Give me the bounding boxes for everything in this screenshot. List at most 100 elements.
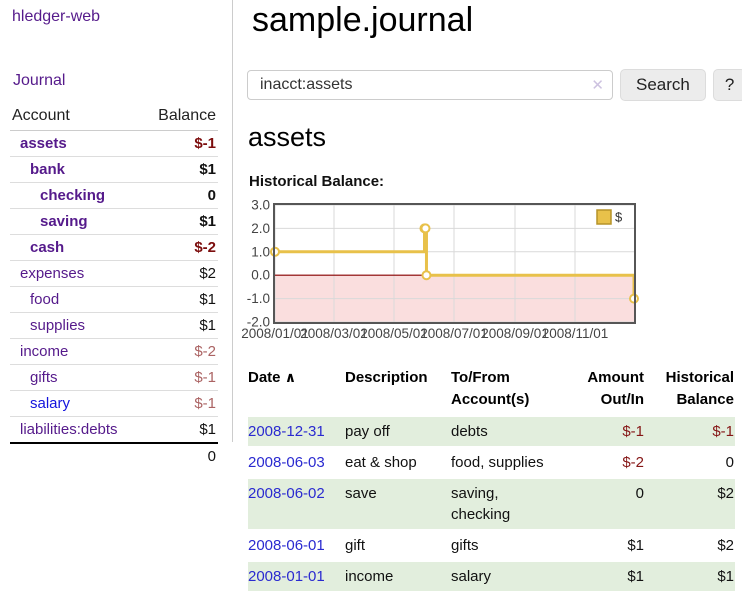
transaction-balance: $2 <box>717 536 734 554</box>
account-page-title: assets <box>248 122 327 152</box>
account-balance: $1 <box>142 286 218 313</box>
account-balance: $-1 <box>142 390 218 417</box>
transaction-description: eat & shop <box>345 453 417 471</box>
sidebar: hledger-web Journal Account Balance asse… <box>0 0 233 469</box>
sidebar-accounts-body: assets $-1 bank $1 checking 0 saving $1 … <box>10 130 218 444</box>
account-row: income $-2 <box>10 338 218 365</box>
account-balance: $1 <box>142 156 218 183</box>
account-link[interactable]: supplies <box>30 317 86 334</box>
app-title-link[interactable]: hledger-web <box>12 8 101 25</box>
account-balance: $-2 <box>142 234 218 261</box>
data-point-marker <box>420 223 431 234</box>
sort-ascending-icon: ∧ <box>284 369 297 385</box>
x-tick-label: 2008/11/01 <box>542 326 609 341</box>
transaction-row: 2008-06-03 eat & shop food, supplies $-2… <box>248 448 735 477</box>
y-tick-label: -1.0 <box>247 291 270 306</box>
account-link[interactable]: saving <box>40 213 88 230</box>
accounts-header-balance: Balance <box>142 104 218 131</box>
register-header-accounts: To/From Account(s) <box>451 369 530 408</box>
transaction-balance: $-1 <box>645 416 735 446</box>
x-tick-label: 2008/05/01 <box>360 326 428 341</box>
account-link[interactable]: income <box>20 343 69 360</box>
transaction-amount: $1 <box>627 536 644 554</box>
account-link[interactable]: food <box>30 291 60 308</box>
account-balance: $-2 <box>142 338 218 365</box>
account-link[interactable]: salary <box>30 395 71 412</box>
account-link[interactable]: liabilities:debts <box>20 421 118 438</box>
transaction-amount: $-1 <box>570 416 645 446</box>
accounts-balance-table: Account Balance assets $-1 bank $1 check… <box>10 104 218 469</box>
transaction-amount: $1 <box>570 561 645 591</box>
transaction-date-link[interactable]: 2008-06-01 <box>248 536 325 554</box>
transaction-accounts: saving, checking <box>451 478 570 529</box>
transaction-date-link[interactable]: 2008-01-01 <box>248 567 325 585</box>
transaction-accounts: food, supplies <box>451 453 544 471</box>
account-row: saving $1 <box>10 208 218 235</box>
register-header-description: Description <box>345 369 428 386</box>
account-row: food $1 <box>10 286 218 313</box>
search-row: ✕ Search ? <box>247 69 742 101</box>
accounts-total-row: 0 <box>10 442 218 469</box>
account-balance: $-1 <box>142 364 218 391</box>
register-header-balance: Historical Balance <box>665 369 734 408</box>
x-tick-label: 2008/07/01 <box>420 326 488 341</box>
clear-search-icon[interactable]: ✕ <box>591 77 604 94</box>
x-tick-label: 2008/03/01 <box>300 326 368 341</box>
transaction-description: save <box>345 478 451 529</box>
y-tick-label: 0.0 <box>251 268 270 283</box>
transaction-date-link[interactable]: 2008-06-03 <box>248 453 325 471</box>
data-point-marker <box>421 270 432 281</box>
transaction-accounts: gifts <box>451 536 479 554</box>
transaction-row: 2008-01-01 income salary $1 $1 <box>248 561 735 591</box>
account-row: liabilities:debts $1 <box>10 416 218 444</box>
transaction-balance: 0 <box>725 453 734 471</box>
register-header-date-label: Date <box>248 369 281 386</box>
transaction-description: income <box>345 561 451 591</box>
account-link[interactable]: expenses <box>20 265 85 282</box>
sidebar-item-journal[interactable]: Journal <box>13 72 66 89</box>
register-body: 2008-12-31 pay off debts $-1 $-1 2008-06… <box>248 416 735 591</box>
transaction-date-link[interactable]: 2008-12-31 <box>248 422 325 440</box>
y-tick-label: 2.0 <box>251 221 270 236</box>
search-input[interactable] <box>247 70 613 100</box>
account-link[interactable]: cash <box>30 239 65 256</box>
page-title: sample.journal <box>252 1 474 39</box>
transaction-date-link[interactable]: 2008-06-02 <box>248 484 325 502</box>
search-button[interactable]: Search <box>620 69 706 101</box>
account-balance: $1 <box>142 416 218 444</box>
search-box: ✕ <box>247 70 613 100</box>
transaction-row: 2008-06-02 save saving, checking 0 $2 <box>248 478 735 529</box>
account-link[interactable]: bank <box>30 161 66 178</box>
y-tick-label: 3.0 <box>251 198 270 213</box>
account-link[interactable]: checking <box>40 187 106 204</box>
accounts-table-header-row: Account Balance <box>10 104 218 131</box>
legend-swatch <box>596 209 612 225</box>
transaction-row: 2008-06-01 gift gifts $1 $2 <box>248 531 735 560</box>
transaction-description: pay off <box>345 416 451 446</box>
transaction-row: 2008-12-31 pay off debts $-1 $-1 <box>248 416 735 446</box>
account-row: cash $-2 <box>10 234 218 261</box>
y-tick-label: 1.0 <box>251 244 270 259</box>
account-row: bank $1 <box>10 156 218 183</box>
account-balance: $1 <box>142 208 218 235</box>
transaction-amount: $-2 <box>622 453 644 471</box>
account-balance: $2 <box>142 260 218 287</box>
transaction-description: gift <box>345 536 366 554</box>
accounts-total-spacer <box>10 442 143 469</box>
account-row: gifts $-1 <box>10 364 218 391</box>
account-link[interactable]: gifts <box>30 369 58 386</box>
accounts-header-account: Account <box>10 104 143 131</box>
register-table: Date ∧ Description To/From Account(s) Am… <box>248 363 735 593</box>
x-tick-label: 2008/09/01 <box>481 326 549 341</box>
legend-label: $ <box>615 210 623 225</box>
plot-border <box>273 203 636 324</box>
register-header-row: Date ∧ Description To/From Account(s) Am… <box>248 365 735 415</box>
transaction-balance: $2 <box>645 478 735 529</box>
account-link[interactable]: assets <box>20 135 67 152</box>
register-header-date: Date ∧ <box>248 365 345 415</box>
chart-svg: $3.0 2.0 1.0 0.0 -1.0 -2.02008/01/012008/03/0… <box>241 198 639 341</box>
transaction-amount: 0 <box>570 478 645 529</box>
account-row: salary $-1 <box>10 390 218 417</box>
help-button[interactable]: ? <box>712 69 742 101</box>
transaction-accounts: debts <box>451 416 570 446</box>
